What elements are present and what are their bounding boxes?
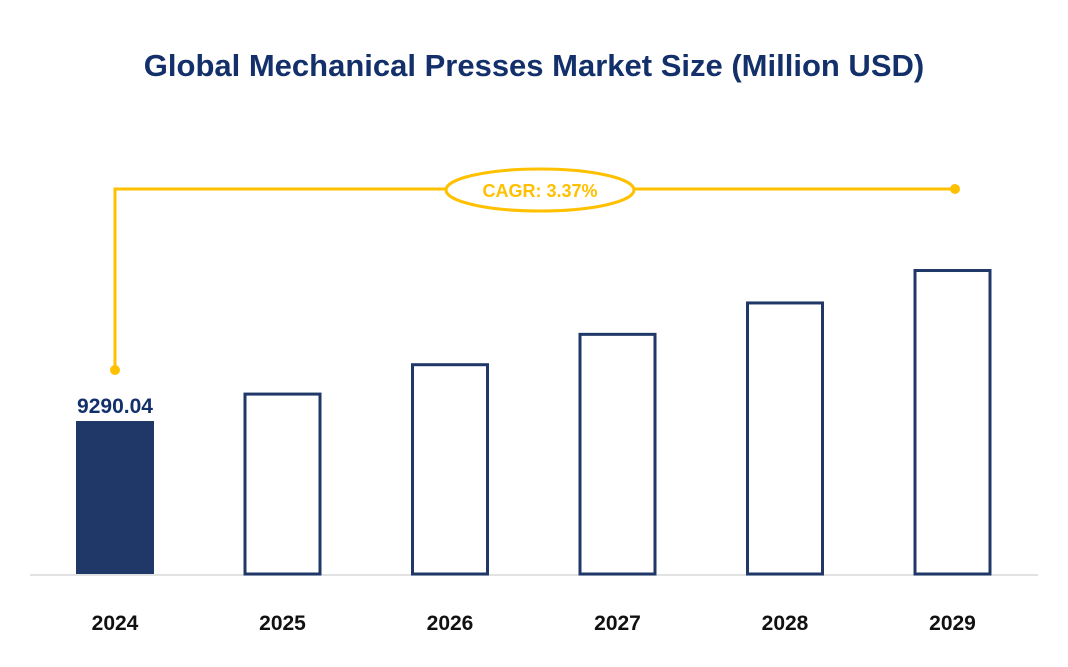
- x-tick-label: 2029: [929, 612, 976, 635]
- cagr-ellipse: [444, 167, 636, 213]
- cagr-line-left: [113, 187, 446, 370]
- data-label: 9290.04: [77, 395, 153, 418]
- x-tick-label: 2024: [92, 612, 139, 635]
- bar-2028: [746, 301, 824, 576]
- bar-2024: [76, 420, 154, 574]
- bar-2026: [411, 363, 489, 576]
- bar-2029: [913, 269, 992, 576]
- cagr-label: CAGR: 3.37%: [482, 181, 597, 201]
- cagr-end-dot: [950, 184, 960, 194]
- x-tick-label: 2025: [259, 612, 306, 635]
- bar-2025: [243, 392, 322, 576]
- bar-2027: [578, 332, 657, 576]
- x-tick-label: 2027: [594, 612, 641, 635]
- cagr-start-dot: [110, 365, 120, 375]
- chart-title: Global Mechanical Presses Market Size (M…: [143, 48, 925, 83]
- x-tick-label: 2028: [762, 612, 809, 635]
- x-tick-label: 2026: [427, 612, 474, 635]
